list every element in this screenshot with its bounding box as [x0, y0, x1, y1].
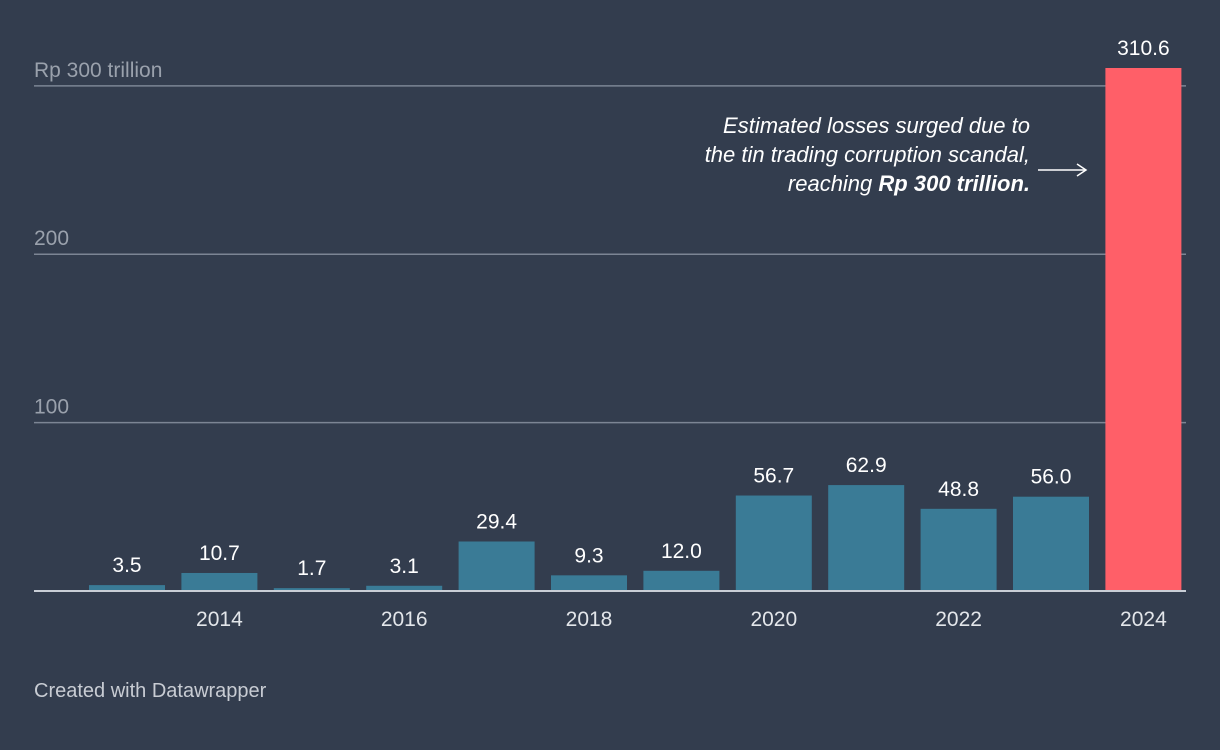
credit-text: Created with Datawrapper: [34, 680, 267, 702]
data-label: 3.5: [112, 554, 141, 577]
annotation-emphasis: Rp 300 trillion.: [878, 171, 1030, 196]
bar: [828, 485, 905, 591]
bar: [920, 508, 997, 591]
y-tick-label: 100: [34, 396, 69, 419]
bar: [643, 570, 720, 591]
x-tick-label: 2016: [381, 608, 428, 631]
x-tick-label: 2024: [1120, 608, 1167, 631]
x-tick-label: 2018: [566, 608, 613, 631]
data-label: 310.6: [1117, 37, 1170, 60]
data-label: 48.8: [938, 478, 979, 501]
annotation-arrow-head: [1076, 163, 1088, 177]
data-label: 1.7: [297, 557, 326, 580]
x-tick-label: 2020: [750, 608, 797, 631]
data-label: 56.7: [753, 465, 794, 488]
y-tick-label: 200: [34, 227, 69, 250]
bar: [735, 495, 812, 591]
bar: [1105, 68, 1182, 591]
bar: [1013, 496, 1089, 591]
bar: [458, 541, 535, 591]
annotation-text: Estimated losses surged due to the tin t…: [704, 113, 1030, 196]
data-label: 10.7: [199, 542, 240, 565]
annotation: Estimated losses surged due to the tin t…: [700, 111, 1030, 198]
bar: [551, 575, 627, 591]
x-tick-label: 2014: [196, 608, 243, 631]
data-label: 62.9: [846, 454, 887, 477]
x-tick-label: 2022: [935, 608, 982, 631]
data-label: 12.0: [661, 540, 702, 563]
data-label: 9.3: [574, 544, 603, 567]
data-label: 3.1: [390, 555, 419, 578]
y-tick-label: Rp 300 trillion: [34, 59, 162, 82]
bar: [273, 588, 350, 591]
bar: [181, 572, 258, 591]
data-label: 29.4: [476, 510, 517, 533]
bar: [89, 585, 165, 591]
bar: [366, 585, 443, 591]
data-label: 56.0: [1031, 466, 1072, 489]
